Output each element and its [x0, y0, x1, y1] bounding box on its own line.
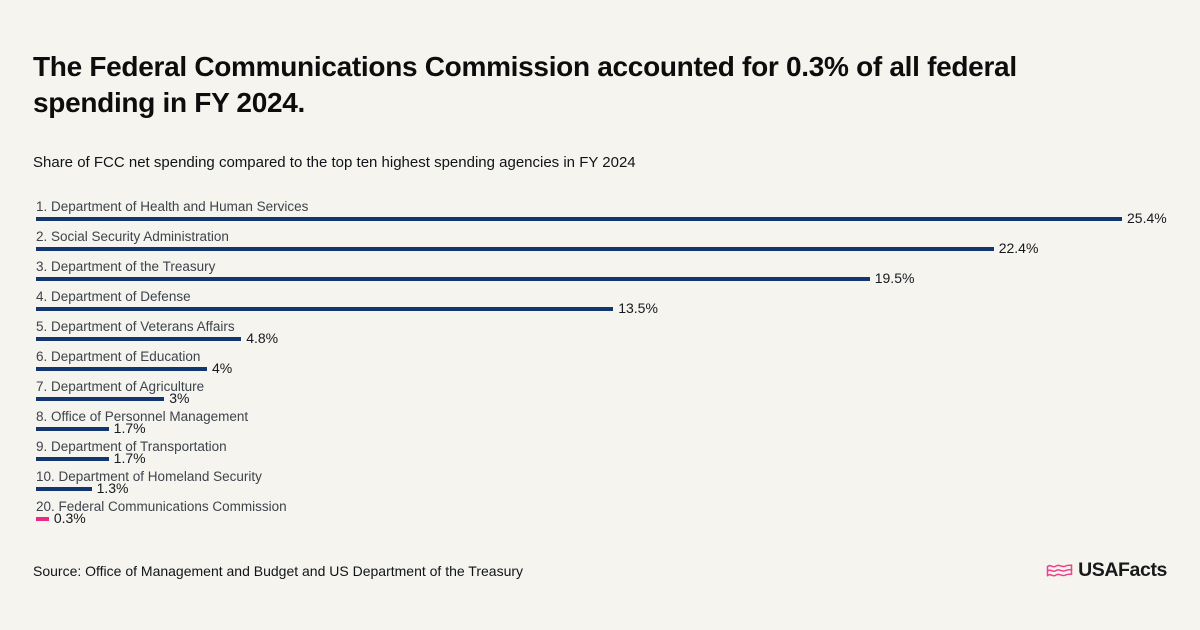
- bar-row: 8. Office of Personnel Management 1.7%: [36, 406, 1176, 436]
- bar-category-label: 7. Department of Agriculture: [36, 379, 205, 394]
- bar: [36, 427, 109, 431]
- bar-row: 20. Federal Communications Commission 0.3…: [36, 496, 1176, 526]
- bar-category-label: 3. Department of the Treasury: [36, 259, 216, 274]
- bar: [36, 337, 242, 341]
- bar-row: 10. Department of Homeland Security 1.3%: [36, 466, 1176, 496]
- bar: [36, 277, 870, 281]
- usafacts-wordmark: USAFacts: [1078, 559, 1167, 581]
- bar-row: 2. Social Security Administration 22.4%: [36, 226, 1176, 256]
- bar-row: 9. Department of Transportation 1.7%: [36, 436, 1176, 466]
- bar-value-label: 0.3%: [53, 510, 86, 526]
- bar-value-label: 3%: [169, 390, 190, 406]
- bar-row: 3. Department of the Treasury 19.5%: [36, 256, 1176, 286]
- bar-category-label: 4. Department of Defense: [36, 289, 191, 304]
- bar: [36, 307, 614, 311]
- bar-value-label: 1.7%: [113, 450, 146, 466]
- bar-value-label: 4.8%: [246, 330, 279, 346]
- bar-value-label: 1.7%: [113, 420, 146, 436]
- bar-category-label: 5. Department of Veterans Affairs: [36, 319, 235, 334]
- usafacts-logo: USAFacts: [1046, 559, 1167, 582]
- bar-category-label: 9. Department of Transportation: [36, 439, 227, 454]
- bar-value-label: 25.4%: [1127, 210, 1167, 226]
- bar-row: 7. Department of Agriculture 3%: [36, 376, 1176, 406]
- usafacts-flag-icon: [1046, 563, 1073, 577]
- bar-category-label: 20. Federal Communications Commission: [36, 499, 287, 514]
- bar: [36, 457, 109, 461]
- bar: [36, 487, 92, 491]
- bar: [36, 367, 207, 371]
- bar-category-label: 6. Department of Education: [36, 349, 201, 364]
- bar-category-label: 10. Department of Homeland Security: [36, 469, 262, 484]
- bar-row: 1. Department of Health and Human Servic…: [36, 196, 1176, 226]
- bar: [36, 517, 49, 521]
- chart-subtitle: Share of FCC net spending compared to th…: [33, 154, 636, 171]
- bar-category-label: 8. Office of Personnel Management: [36, 409, 249, 424]
- page-title: The Federal Communications Commission ac…: [33, 51, 1017, 118]
- bar-chart: 1. Department of Health and Human Servic…: [36, 196, 1176, 526]
- bar-row: 4. Department of Defense 13.5%: [36, 286, 1176, 316]
- bar: [36, 397, 165, 401]
- bar-value-label: 13.5%: [618, 300, 658, 316]
- bar-category-label: 1. Department of Health and Human Servic…: [36, 199, 309, 214]
- bar: [36, 217, 1122, 221]
- bar-row: 5. Department of Veterans Affairs 4.8%: [36, 316, 1176, 346]
- bar-row: 6. Department of Education 4%: [36, 346, 1176, 376]
- bar-category-label: 2. Social Security Administration: [36, 229, 229, 244]
- bar-value-label: 4%: [212, 360, 233, 376]
- bar: [36, 247, 994, 251]
- bar-value-label: 22.4%: [998, 240, 1039, 256]
- source-note: Source: Office of Management and Budget …: [33, 563, 524, 579]
- bar-value-label: 1.3%: [96, 480, 129, 496]
- bar-value-label: 19.5%: [874, 270, 915, 286]
